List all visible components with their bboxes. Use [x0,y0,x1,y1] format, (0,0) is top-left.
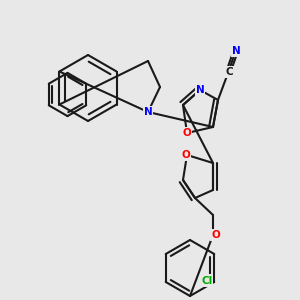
Text: O: O [181,150,190,160]
Text: N: N [196,85,204,95]
Text: O: O [211,230,220,240]
Text: Cl: Cl [201,275,212,286]
Text: N: N [232,46,241,56]
Text: N: N [144,107,152,117]
Text: O: O [183,128,191,138]
Text: C: C [226,67,233,77]
